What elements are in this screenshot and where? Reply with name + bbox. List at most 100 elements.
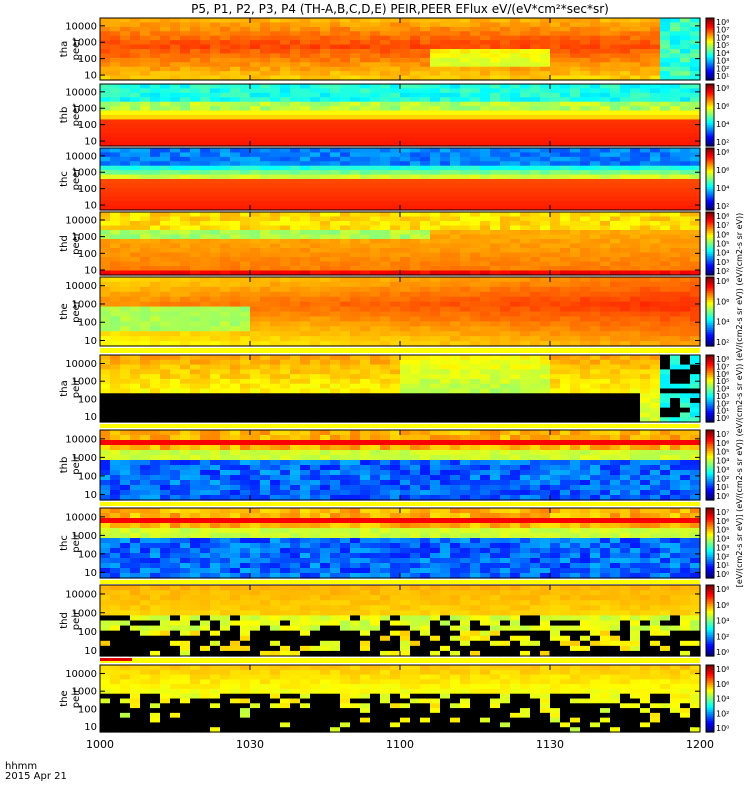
heatmap-cell — [460, 62, 471, 68]
heatmap-cell — [580, 261, 591, 267]
heatmap-cell — [670, 306, 681, 313]
colorbar-cell — [706, 18, 714, 21]
heatmap-cell — [330, 296, 341, 303]
heatmap-cell — [460, 281, 471, 288]
heatmap-cell — [380, 364, 391, 370]
heatmap-cell — [640, 257, 651, 263]
colorbar-cell — [706, 102, 714, 106]
heatmap-cell — [230, 201, 241, 207]
heatmap-cell — [570, 31, 581, 37]
heatmap-cell — [350, 71, 361, 77]
heatmap-cell — [370, 115, 381, 121]
heatmap-cell — [160, 101, 171, 107]
heatmap-cell — [180, 84, 191, 90]
heatmap-cell — [610, 183, 621, 189]
heatmap-cell — [660, 243, 671, 249]
heatmap-cell — [250, 261, 261, 267]
heatmap-cell — [530, 243, 541, 249]
heatmap-cell — [290, 123, 301, 129]
heatmap-cell — [620, 321, 631, 327]
heatmap-cell — [400, 407, 411, 414]
heatmap-cell — [260, 281, 271, 288]
heatmap-cell — [680, 205, 691, 211]
heatmap-cell — [610, 137, 621, 143]
heatmap-cell — [500, 230, 511, 236]
heatmap-cell — [510, 49, 521, 55]
heatmap-cell — [650, 128, 661, 134]
heatmap-cell — [390, 407, 401, 414]
heatmap-cell — [320, 31, 331, 37]
heatmap-cell — [390, 336, 401, 342]
heatmap-cell — [440, 378, 451, 385]
heatmap-cell — [380, 383, 391, 390]
heatmap-cell — [310, 26, 321, 32]
heatmap-cell — [630, 183, 641, 189]
heatmap-cell — [100, 393, 111, 399]
heatmap-cell — [290, 286, 301, 293]
heatmap-cell — [180, 165, 191, 171]
y-tick-label: 100 — [78, 249, 97, 260]
heatmap-cell — [230, 75, 241, 81]
heatmap-cell — [530, 115, 541, 121]
heatmap-cell — [240, 383, 251, 390]
heatmap-cell — [140, 243, 151, 249]
heatmap-cell — [440, 230, 451, 236]
heatmap-cell — [400, 301, 411, 308]
heatmap-cell — [400, 148, 411, 154]
heatmap-cell — [320, 71, 331, 77]
heatmap-cell — [110, 92, 121, 98]
heatmap-cell — [380, 230, 391, 236]
heatmap-cell — [270, 291, 281, 298]
heatmap-cell — [670, 31, 681, 37]
heatmap-cell — [530, 316, 541, 322]
heatmap-cell — [550, 165, 561, 171]
heatmap-cell — [200, 311, 211, 318]
heatmap-cell — [150, 66, 161, 72]
heatmap-cell — [350, 230, 361, 236]
heatmap-cell — [510, 216, 521, 222]
heatmap-cell — [250, 196, 261, 202]
heatmap-cell — [550, 252, 561, 258]
heatmap-cell — [600, 326, 611, 332]
heatmap-cell — [550, 234, 561, 240]
heatmap-cell — [250, 141, 261, 147]
heatmap-cell — [370, 152, 381, 158]
heatmap-cell — [290, 66, 301, 72]
heatmap-cell — [690, 316, 701, 322]
heatmap-cell — [600, 277, 611, 283]
heatmap-cell — [340, 174, 351, 180]
heatmap-cell — [350, 187, 361, 193]
heatmap-cell — [430, 311, 441, 318]
heatmap-cell — [200, 152, 211, 158]
heatmap-cell — [670, 196, 681, 202]
heatmap-cell — [140, 170, 151, 176]
heatmap-cell — [120, 18, 131, 24]
heatmap-cell — [210, 156, 221, 162]
heatmap-cell — [610, 18, 621, 24]
heatmap-cell — [110, 364, 121, 370]
heatmap-cell — [290, 44, 301, 50]
heatmap-cell — [500, 49, 511, 55]
heatmap-cell — [470, 183, 481, 189]
heatmap-cell — [550, 321, 561, 327]
heatmap-cell — [530, 252, 541, 258]
heatmap-cell — [440, 119, 451, 125]
heatmap-cell — [500, 212, 511, 218]
heatmap-cell — [690, 187, 701, 193]
heatmap-cell — [520, 132, 531, 138]
colorbar-cell — [706, 63, 714, 67]
heatmap-cell — [330, 141, 341, 147]
heatmap-cell — [620, 216, 631, 222]
heatmap-cell — [340, 92, 351, 98]
heatmap-cell — [400, 128, 411, 134]
heatmap-cell — [430, 49, 441, 55]
heatmap-cell — [430, 402, 441, 409]
heatmap-cell — [140, 165, 151, 171]
heatmap-cell — [230, 71, 241, 77]
heatmap-cell — [150, 18, 161, 24]
heatmap-cell — [280, 239, 291, 245]
heatmap-cell — [310, 92, 321, 98]
heatmap-cell — [340, 393, 351, 399]
heatmap-cell — [350, 243, 361, 249]
heatmap-cell — [660, 316, 671, 322]
